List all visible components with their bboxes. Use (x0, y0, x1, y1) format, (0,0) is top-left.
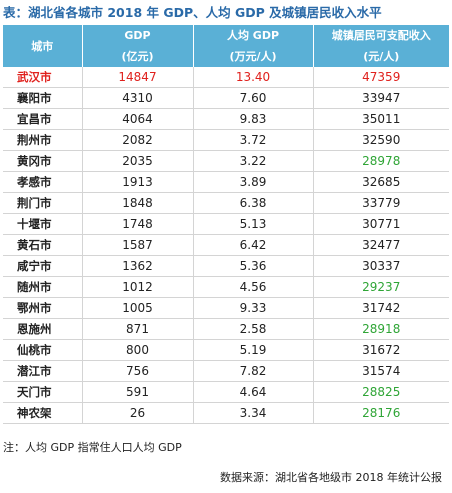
cell-per-capita: 7.60 (193, 87, 314, 109)
table-row: 武汉市 14847 13.40 47359 (3, 67, 449, 88)
header-city: 城市 (3, 25, 83, 67)
cell-income: 28918 (313, 318, 449, 340)
cell-per-capita: 4.56 (193, 276, 314, 298)
cell-city: 鄂州市 (3, 297, 83, 319)
cell-gdp: 14847 (82, 67, 194, 88)
cell-per-capita: 6.42 (193, 234, 314, 256)
header-per-capita: 人均 GDP (193, 25, 314, 46)
cell-per-capita: 4.64 (193, 381, 314, 403)
cell-gdp: 1848 (82, 192, 194, 214)
table-row: 咸宁市 1362 5.36 30337 (3, 255, 449, 277)
cell-city: 恩施州 (3, 318, 83, 340)
cell-city: 咸宁市 (3, 255, 83, 277)
header-gdp: GDP (82, 25, 194, 46)
cell-income: 28176 (313, 402, 449, 424)
cell-per-capita: 3.89 (193, 171, 314, 193)
cell-city: 仙桃市 (3, 339, 83, 361)
cell-income: 33779 (313, 192, 449, 214)
cell-city: 宜昌市 (3, 108, 83, 130)
data-source: 数据来源：湖北省各地级市 2018 年统计公报 (220, 471, 442, 484)
table-row: 襄阳市 4310 7.60 33947 (3, 87, 449, 109)
cell-gdp: 1362 (82, 255, 194, 277)
cell-gdp: 800 (82, 339, 194, 361)
cell-city: 荆州市 (3, 129, 83, 151)
cell-gdp: 591 (82, 381, 194, 403)
cell-gdp: 1587 (82, 234, 194, 256)
cell-city: 神农架 (3, 402, 83, 424)
cell-per-capita: 9.83 (193, 108, 314, 130)
footnote: 注：人均 GDP 指常住人口人均 GDP (3, 441, 182, 454)
cell-city: 荆门市 (3, 192, 83, 214)
table-row: 孝感市 1913 3.89 32685 (3, 171, 449, 193)
table-row: 黄冈市 2035 3.22 28978 (3, 150, 449, 172)
header-income: 城镇居民可支配收入 (313, 25, 449, 46)
table-row: 鄂州市 1005 9.33 31742 (3, 297, 449, 319)
cell-gdp: 1005 (82, 297, 194, 319)
cell-city: 天门市 (3, 381, 83, 403)
cell-city: 襄阳市 (3, 87, 83, 109)
table-title: 表：湖北省各城市 2018 年 GDP、人均 GDP 及城镇居民收入水平 (3, 5, 382, 20)
cell-city: 孝感市 (3, 171, 83, 193)
cell-city: 黄冈市 (3, 150, 83, 172)
table-row: 荆门市 1848 6.38 33779 (3, 192, 449, 214)
cell-gdp: 1913 (82, 171, 194, 193)
table-row: 天门市 591 4.64 28825 (3, 381, 449, 403)
table-body: 武汉市 14847 13.40 47359 襄阳市 4310 7.60 33947 宜昌市 406… (3, 67, 449, 424)
cell-gdp: 26 (82, 402, 194, 424)
cell-income: 32685 (313, 171, 449, 193)
cell-per-capita: 3.72 (193, 129, 314, 151)
cell-income: 47359 (313, 67, 449, 88)
cell-gdp: 756 (82, 360, 194, 382)
header-income-unit: (元/人) (313, 46, 449, 67)
cell-gdp: 871 (82, 318, 194, 340)
cell-city: 潜江市 (3, 360, 83, 382)
table-row: 宜昌市 4064 9.83 35011 (3, 108, 449, 130)
cell-per-capita: 3.22 (193, 150, 314, 172)
cell-per-capita: 2.58 (193, 318, 314, 340)
cell-per-capita: 9.33 (193, 297, 314, 319)
cell-income: 31574 (313, 360, 449, 382)
cell-city: 随州市 (3, 276, 83, 298)
table-row: 十堰市 1748 5.13 30771 (3, 213, 449, 235)
cell-income: 33947 (313, 87, 449, 109)
cell-gdp: 2035 (82, 150, 194, 172)
table-row: 神农架 26 3.34 28176 (3, 402, 449, 424)
table-row: 恩施州 871 2.58 28918 (3, 318, 449, 340)
cell-per-capita: 3.34 (193, 402, 314, 424)
cell-income: 28978 (313, 150, 449, 172)
cell-income: 30337 (313, 255, 449, 277)
cell-gdp: 1748 (82, 213, 194, 235)
cell-gdp: 1012 (82, 276, 194, 298)
cell-city: 武汉市 (3, 67, 83, 88)
cell-gdp: 4310 (82, 87, 194, 109)
cell-income: 28825 (313, 381, 449, 403)
cell-income: 32590 (313, 129, 449, 151)
cell-income: 35011 (313, 108, 449, 130)
table-row: 荆州市 2082 3.72 32590 (3, 129, 449, 151)
cell-per-capita: 13.40 (193, 67, 314, 88)
cell-income: 30771 (313, 213, 449, 235)
table-row: 随州市 1012 4.56 29237 (3, 276, 449, 298)
cell-income: 31742 (313, 297, 449, 319)
table-row: 黄石市 1587 6.42 32477 (3, 234, 449, 256)
header-per-capita-unit: (万元/人) (193, 46, 314, 67)
cell-per-capita: 5.19 (193, 339, 314, 361)
cell-per-capita: 6.38 (193, 192, 314, 214)
cell-per-capita: 5.13 (193, 213, 314, 235)
cell-income: 32477 (313, 234, 449, 256)
cell-city: 黄石市 (3, 234, 83, 256)
cell-gdp: 4064 (82, 108, 194, 130)
cell-per-capita: 7.82 (193, 360, 314, 382)
cell-income: 29237 (313, 276, 449, 298)
cell-per-capita: 5.36 (193, 255, 314, 277)
table-header: 城市 GDP 人均 GDP 城镇居民可支配收入 (亿元) (万元/人) (元/人… (3, 25, 449, 67)
cell-income: 31672 (313, 339, 449, 361)
table-row: 仙桃市 800 5.19 31672 (3, 339, 449, 361)
data-table: 城市 GDP 人均 GDP 城镇居民可支配收入 (亿元) (万元/人) (元/人… (3, 25, 449, 424)
table-row: 潜江市 756 7.82 31574 (3, 360, 449, 382)
cell-gdp: 2082 (82, 129, 194, 151)
cell-city: 十堰市 (3, 213, 83, 235)
header-gdp-unit: (亿元) (82, 46, 194, 67)
